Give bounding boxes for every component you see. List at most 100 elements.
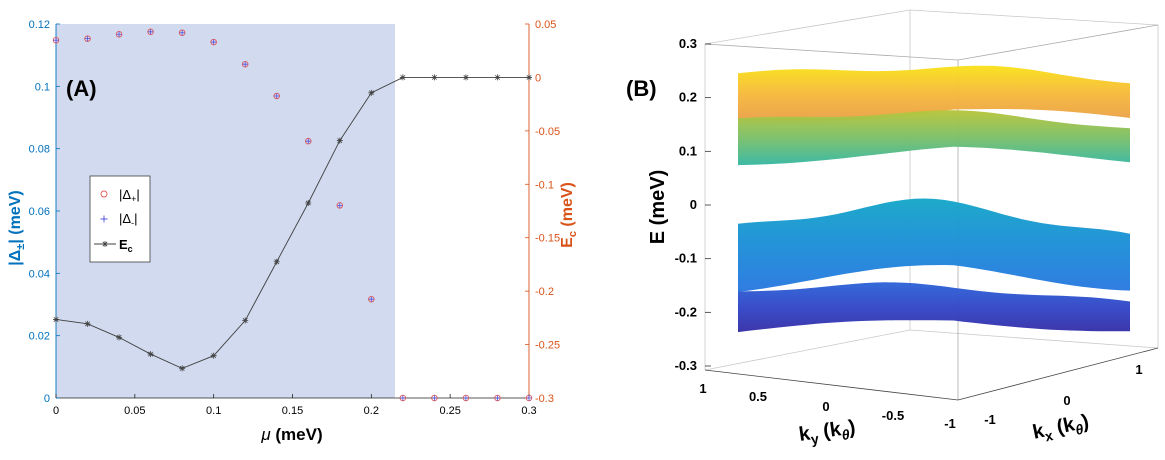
delta-minus-point (211, 39, 217, 45)
panel-a-label: (A) (66, 76, 97, 101)
delta-minus-point (337, 202, 343, 208)
ky-axis-label: ky (kθ) (798, 416, 858, 449)
ec-point (399, 74, 406, 81)
panel-a-chart: 0 0.05 0.1 0.15 0.2 0.25 0.3 0 0.02 0.04 0.06 0.08 0… (7, 19, 579, 444)
ec-point (336, 137, 343, 144)
delta-plus-point (399, 394, 407, 402)
ec-point (116, 334, 123, 341)
y-right-tick-label: -0.1 (535, 179, 554, 191)
delta-minus-point (274, 93, 280, 99)
panel-b-chart: 0.30.20.10-0.1-0.2-0.310.50-0.5-110-1 (B… (626, 9, 1159, 449)
delta-minus-point (431, 395, 437, 401)
legend-marker-ec (102, 241, 108, 247)
legend-box (89, 175, 151, 263)
ky-tick-label: -1 (944, 416, 956, 431)
delta-minus-point (53, 37, 59, 43)
delta-plus-point (273, 92, 280, 100)
x-tick-label: 0.15 (282, 405, 303, 417)
ky-tick-label: 0 (822, 399, 829, 414)
energy-band-surface (738, 198, 1130, 292)
delta-minus-point (84, 36, 91, 42)
x-tick-label: 0.2 (364, 405, 379, 417)
y-left-tick-label: 0.04 (29, 268, 50, 280)
y-right-tick-label: -0.25 (535, 340, 560, 352)
delta-plus-point (178, 29, 186, 36)
energy-band-surface (738, 282, 1130, 333)
kx-tick-label: 1 (1135, 362, 1142, 377)
panel-b-tick-labels: 0.30.20.10-0.1-0.2-0.310.50-0.5-110-1 (675, 36, 1143, 431)
z-tick-label: 0 (690, 197, 697, 212)
y-right-tick-label: -0.05 (535, 126, 560, 138)
x-axis-label: μ (meV) (260, 425, 322, 444)
delta-minus-point (368, 296, 374, 302)
kx-axis-label: kx (kθ) (1031, 410, 1092, 446)
legend-label-ec: Ec (119, 237, 133, 254)
y-axis-left-label: |Δ±| (meV) (7, 190, 27, 265)
x-tick-label: 0 (53, 405, 59, 417)
y-right-tick-label: -0.2 (535, 286, 554, 298)
z-tick-label: -0.1 (675, 251, 697, 266)
y-right-tick-label: 0.05 (535, 19, 556, 31)
delta-plus-point (147, 28, 154, 36)
delta-minus-point (305, 138, 311, 144)
y-left-tick-label: 0 (44, 393, 50, 405)
delta-plus-point (305, 137, 312, 145)
ec-point (273, 258, 280, 265)
panel-b-surface (738, 65, 1130, 333)
delta-plus-point (84, 35, 91, 42)
delta-minus-point (400, 395, 406, 401)
energy-band-surface (738, 110, 1130, 166)
delta-plus-point (210, 38, 217, 46)
x-tick-label: 0.05 (124, 405, 145, 417)
ec-point (494, 74, 501, 81)
ec-point (84, 320, 91, 327)
ky-tick-label: 1 (699, 381, 706, 396)
ec-point (242, 317, 249, 324)
delta-minus-point (148, 29, 154, 35)
delta-plus-point (494, 394, 501, 402)
ky-tick-label: 0.5 (749, 389, 767, 404)
legend-label-delta-minus: |Δ-| (119, 211, 137, 228)
z-axis-label: E (meV) (647, 170, 669, 244)
z-tick-label: -0.2 (675, 304, 697, 319)
delta-plus-point (368, 295, 375, 303)
kx-tick-label: -1 (984, 412, 996, 427)
panel-a-tick-labels: 0 0.05 0.1 0.15 0.2 0.25 0.3 0 0.02 0.04 0.06 0.08 0… (29, 19, 561, 417)
panel-b-label: (B) (626, 76, 657, 101)
ec-point (431, 74, 438, 81)
ec-point (526, 74, 532, 81)
delta-plus-point (462, 394, 470, 402)
x-tick-label: 0.25 (439, 405, 460, 417)
y-left-tick-label: 0.08 (29, 144, 50, 156)
delta-plus-point (115, 31, 123, 38)
z-tick-label: 0.2 (679, 90, 697, 105)
kx-tick-label: 0 (1063, 393, 1070, 408)
y-left-tick-label: 0.1 (35, 81, 50, 93)
ec-point (368, 89, 375, 96)
ec-line (55, 76, 529, 369)
legend-label-delta-plus: |Δ+| (119, 187, 140, 204)
ec-point (305, 199, 312, 206)
delta-minus-point (242, 61, 248, 67)
y-left-tick-label: 0.06 (29, 206, 50, 218)
delta-minus-point (526, 395, 532, 401)
y-axis-right-label: Ec (meV) (559, 182, 579, 248)
delta-plus-point (336, 202, 344, 209)
legend-marker-delta-minus (100, 215, 108, 223)
ec-point (462, 74, 469, 81)
y-right-tick-label: -0.3 (535, 393, 554, 405)
legend: |Δ+| |Δ-| Ec (89, 175, 151, 263)
ky-tick-label: -0.5 (882, 408, 904, 423)
z-tick-label: 0.3 (679, 36, 697, 51)
y-left-tick-label: 0.12 (29, 19, 50, 31)
ec-point (147, 351, 154, 358)
z-tick-label: -0.3 (675, 358, 697, 373)
delta-minus-point (494, 395, 501, 401)
panel-a-marks (52, 28, 533, 402)
ec-point (210, 352, 217, 359)
panel-b-box (704, 9, 1159, 401)
delta-minus-point (179, 30, 185, 36)
y-left-tick-label: 0.02 (29, 331, 50, 343)
delta-minus-point (463, 395, 469, 401)
